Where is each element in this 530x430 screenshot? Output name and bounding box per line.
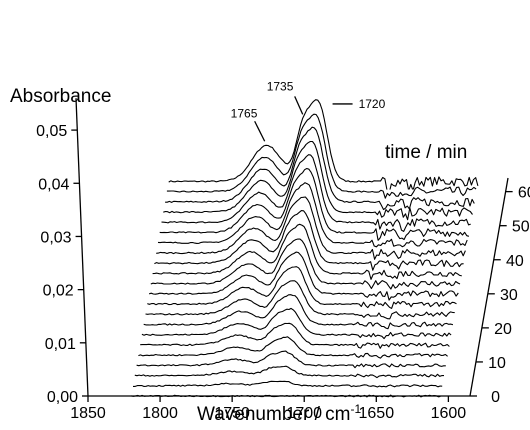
z-tick-label-60: 60	[518, 185, 530, 202]
peak-annotations: 1765 1735 1720	[231, 79, 386, 142]
x-axis-ticks: 1850 1800 1750 1700 1650 1600	[70, 396, 466, 422]
x-tick-label-1650: 1650	[359, 405, 395, 422]
z-tick-label-20: 20	[494, 321, 512, 338]
spectrum-trace-9min	[136, 350, 446, 369]
z-axis-ticks: 0 10 20 30 40 50 60	[470, 185, 530, 406]
x-axis-title-superscript: -1	[350, 402, 361, 416]
spectrum-trace-6min	[134, 365, 444, 379]
x-axis-title: Wavenumber / cm-1	[197, 402, 361, 425]
y-tick-label-2: 0,02	[43, 283, 74, 300]
axes	[75, 98, 509, 397]
x-tick-label-1850: 1850	[70, 405, 106, 422]
spectrum-trace-27min	[147, 266, 457, 309]
y-axis-line	[75, 98, 89, 397]
spectra-traces	[131, 99, 479, 398]
z-tick-label-40: 40	[506, 253, 524, 270]
z-tick-label-0: 0	[491, 389, 500, 406]
annotation-1735: 1735	[267, 79, 294, 93]
spectrum-trace-30min	[148, 251, 459, 301]
x-axis-title-text: Wavenumber / cm	[197, 404, 350, 425]
spectrum-trace-3min	[133, 380, 443, 388]
y-tick-label-4: 0,04	[38, 176, 69, 193]
spectrum-trace-15min	[140, 322, 450, 349]
annotation-leader-1735	[294, 96, 304, 115]
z-axis-title: time / min	[385, 142, 467, 163]
x-tick-label-1700: 1700	[286, 405, 322, 422]
spectrum-trace-21min	[143, 294, 454, 330]
z-tick-label-30: 30	[500, 287, 518, 304]
spectrum-trace-12min	[138, 336, 448, 359]
annotation-leader-1765	[254, 120, 266, 142]
z-tick-label-10: 10	[488, 355, 506, 372]
y-axis-title: Absorbance	[10, 86, 111, 107]
spectrum-trace-24min	[145, 280, 455, 320]
x-tick-label-1600: 1600	[431, 405, 467, 422]
z-axis-line	[469, 177, 509, 397]
x-tick-label-1800: 1800	[142, 405, 178, 422]
annotation-1765: 1765	[231, 106, 258, 120]
z-tick-label-50: 50	[512, 219, 530, 236]
y-axis-ticks: 0,00 0,01 0,02 0,03 0,04 0,05	[36, 123, 88, 406]
y-tick-label-1: 0,01	[45, 336, 76, 353]
annotation-1720: 1720	[359, 97, 386, 111]
y-tick-label-0: 0,00	[47, 389, 78, 406]
x-tick-label-1750: 1750	[214, 405, 250, 422]
spectrum-trace-18min	[141, 307, 452, 340]
y-tick-label-3: 0,03	[40, 229, 71, 246]
y-tick-label-5: 0,05	[36, 123, 67, 140]
